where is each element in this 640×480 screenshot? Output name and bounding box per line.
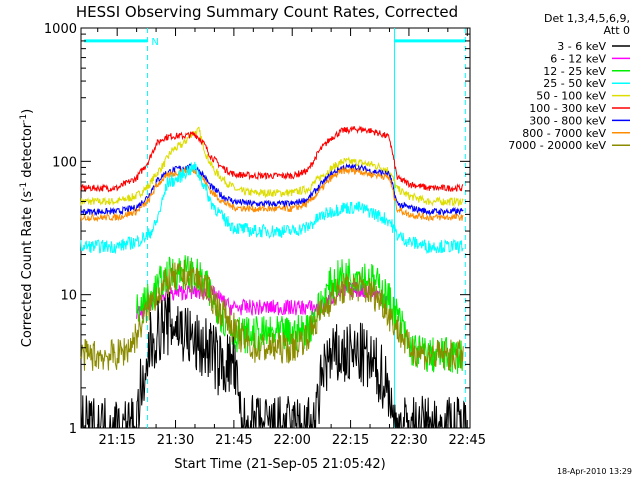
legend-label: 25 - 50 keV	[543, 77, 606, 90]
y-tick-label: 100	[52, 155, 77, 170]
legend-label: 12 - 25 keV	[543, 65, 606, 78]
x-tick-label: 22:00	[273, 433, 310, 448]
y-tick-label: 1000	[44, 22, 77, 37]
legend-label: 50 - 100 keV	[536, 90, 606, 103]
x-tick-label: 21:45	[215, 433, 252, 448]
y-tick-label: 10	[60, 289, 77, 304]
series-line-4	[80, 126, 464, 208]
x-axis: 21:15 21:30 21:45 22:00 22:15 22:30 22:45	[97, 28, 486, 448]
legend-label: 100 - 300 keV	[529, 102, 606, 115]
x-tick-label: 21:30	[157, 433, 194, 448]
legend-label: 300 - 800 keV	[529, 114, 606, 127]
y-tick-label: 1	[69, 422, 77, 437]
chart-title: HESSI Observing Summary Count Rates, Cor…	[76, 3, 458, 21]
legend-label: 7000 - 20000 keV	[508, 139, 606, 152]
series-line-5	[80, 125, 464, 193]
series-line-7	[80, 165, 464, 223]
x-axis-label: Start Time (21-Sep-05 21:05:42)	[174, 457, 385, 472]
legend-title: Det 1,3,4,5,6,9,	[544, 12, 630, 25]
y-axis-label: Corrected Count Rate (s-1 detector-1)	[19, 109, 35, 347]
timestamp: 18-Apr-2010 13:29	[557, 467, 632, 476]
plot-frame	[80, 27, 471, 429]
series-line-8	[80, 259, 464, 371]
legend-subtitle: Att 0	[604, 24, 630, 37]
legend-label: 800 - 7000 keV	[522, 127, 606, 140]
x-tick-label: 22:15	[332, 433, 369, 448]
x-tick-label: 22:45	[449, 433, 486, 448]
series-line-3	[80, 161, 464, 255]
annotation-letter: N	[151, 37, 158, 48]
series-line-0	[80, 291, 470, 429]
legend-label: 6 - 12 keV	[550, 52, 606, 65]
x-tick-label: 22:30	[390, 433, 427, 448]
x-tick-label: 21:15	[98, 433, 135, 448]
legend-label: 3 - 6 keV	[557, 40, 606, 53]
plot-area: N	[80, 28, 470, 429]
y-axis: 1 10 100 1000	[44, 22, 470, 437]
